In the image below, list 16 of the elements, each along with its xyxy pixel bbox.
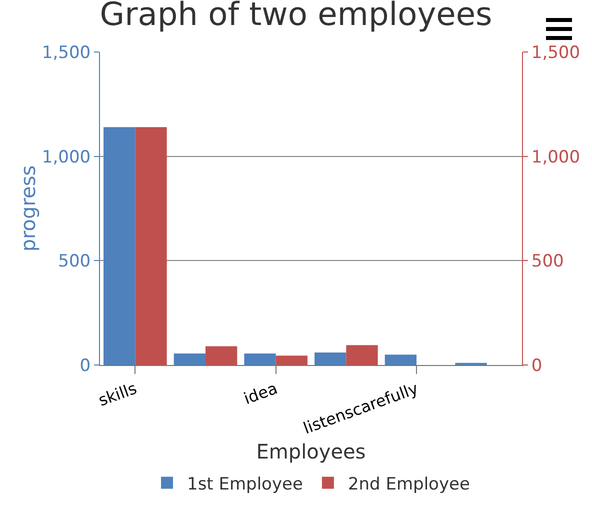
- bar: [384, 354, 416, 365]
- legend-label: 1st Employee: [187, 474, 303, 494]
- x-axis-title: Employees: [256, 440, 366, 464]
- chart-title: Graph of two employees: [100, 0, 492, 33]
- y2-tick-label: 0: [531, 356, 542, 376]
- y2-tick-label: 1,500: [531, 42, 580, 63]
- x-tick-label: idea: [241, 378, 280, 408]
- y-tick-label: 1,000: [42, 147, 91, 168]
- y2-tick-label: 500: [531, 252, 564, 272]
- legend-label: 2nd Employee: [348, 474, 470, 494]
- y-tick-label: 500: [58, 252, 91, 272]
- y2-tick-label: 1,000: [531, 147, 580, 168]
- y-tick-label: 0: [80, 356, 91, 376]
- x-tick-label: skills: [96, 378, 140, 410]
- y-tick-label: 1,500: [42, 42, 91, 63]
- y-axis-title: progress: [16, 165, 40, 252]
